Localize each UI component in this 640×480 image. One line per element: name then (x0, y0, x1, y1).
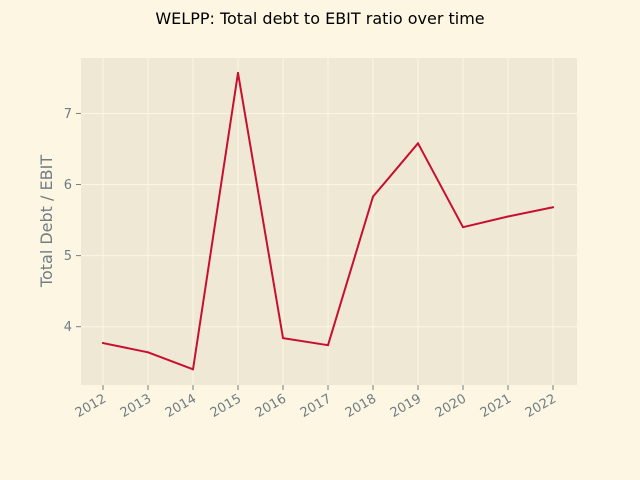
data-point (372, 195, 374, 198)
data-point (237, 71, 239, 74)
x-tick-label: 2013 (118, 391, 154, 421)
data-point (462, 226, 464, 229)
y-tick-label: 7 (64, 107, 72, 122)
x-tick-label: 2021 (478, 391, 514, 421)
x-tick-label: 2020 (433, 391, 469, 421)
y-tick-label: 4 (64, 320, 72, 335)
x-tick-label: 2019 (388, 391, 424, 421)
data-point (327, 344, 329, 347)
x-tick-label: 2016 (253, 391, 289, 421)
x-tick-label: 2014 (163, 391, 199, 421)
data-point (102, 342, 104, 345)
series-layer (102, 71, 554, 371)
y-axis-label: Total Debt / EBIT (37, 155, 56, 288)
data-point (282, 337, 284, 340)
data-point (192, 368, 194, 371)
grid (81, 58, 577, 385)
data-point (147, 351, 149, 354)
x-tick-label: 2015 (208, 391, 244, 421)
chart-title: WELPP: Total debt to EBIT ratio over tim… (155, 9, 484, 28)
data-point (507, 215, 509, 218)
data-point (417, 142, 419, 145)
x-tick-label: 2022 (523, 391, 559, 421)
y-tick-label: 5 (64, 249, 72, 264)
plot-area (81, 58, 577, 385)
x-tick-label: 2017 (298, 391, 334, 421)
y-tick-label: 6 (64, 178, 72, 193)
data-point (552, 206, 554, 209)
x-tick-label: 2012 (73, 391, 109, 421)
x-tick-label: 2018 (343, 391, 379, 421)
